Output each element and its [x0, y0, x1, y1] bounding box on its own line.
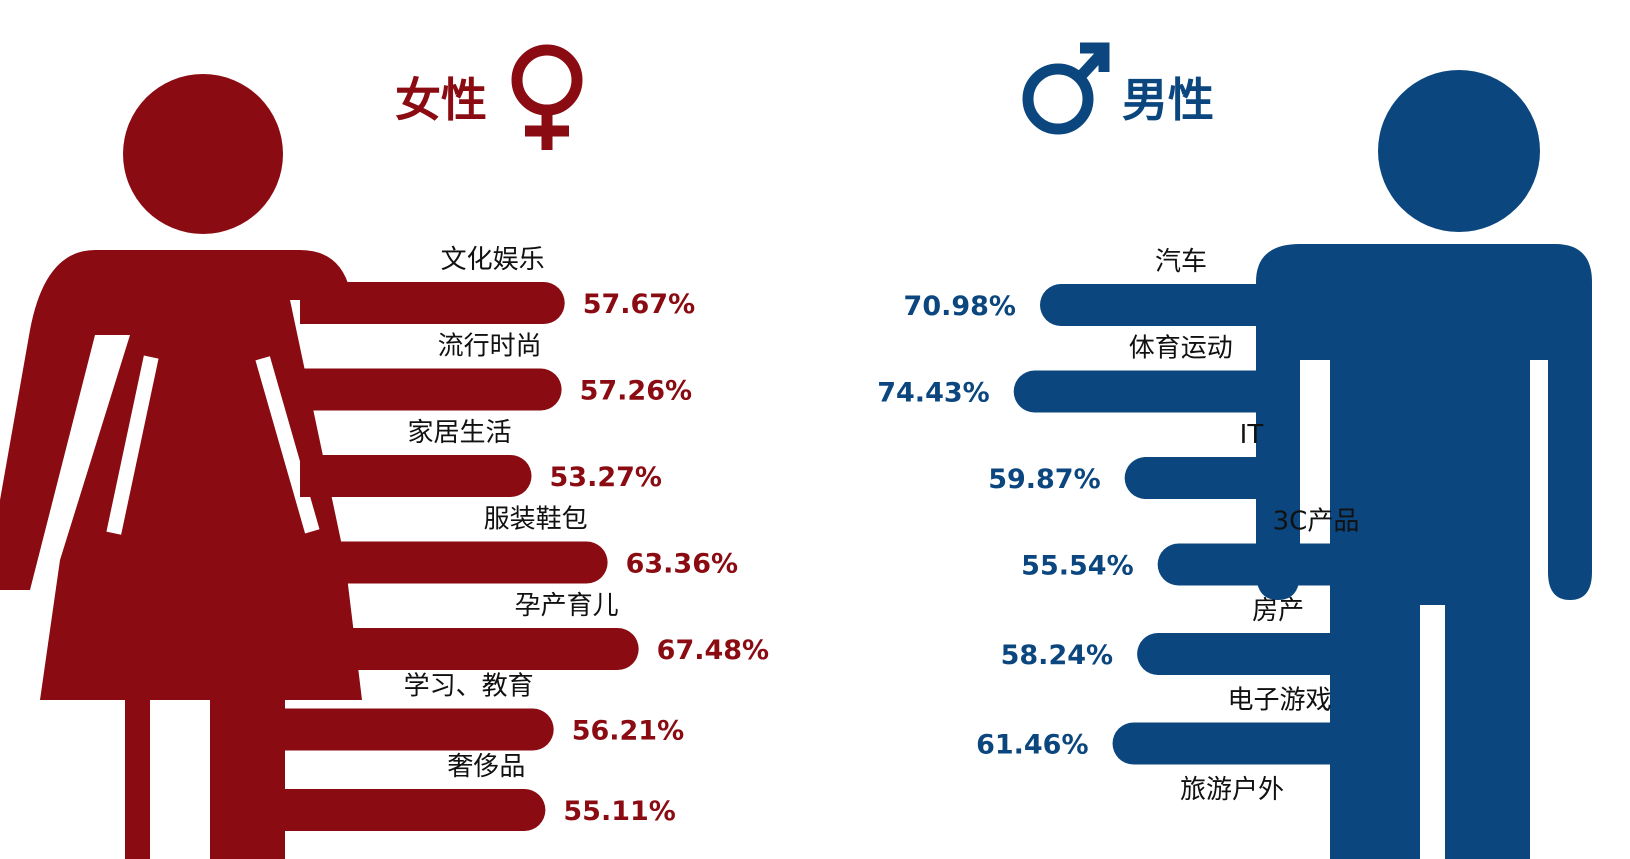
female-bar: [285, 628, 639, 670]
female-category-label: 奢侈品: [447, 752, 525, 782]
female-bar: [300, 455, 532, 497]
female-bar: [285, 789, 546, 831]
female-value-label: 56.21%: [572, 716, 684, 747]
male-figure: [1256, 70, 1592, 859]
female-category-label: 服装鞋包: [484, 505, 588, 535]
male-head: [1378, 70, 1540, 232]
female-value-label: 67.48%: [657, 635, 769, 666]
female-category-label: 学习、教育: [404, 672, 534, 702]
female-category-label: 文化娱乐: [441, 245, 545, 275]
male-title: 男性: [1122, 73, 1214, 127]
male-category-label: IT: [1240, 420, 1264, 450]
female-category-label: 流行时尚: [438, 332, 542, 362]
male-bar: [1124, 457, 1300, 499]
male-category-label: 汽车: [1155, 247, 1207, 277]
female-value-label: 55.11%: [563, 796, 675, 827]
female-bar: [300, 282, 565, 324]
female-bar: [285, 708, 554, 751]
male-category-label: 旅游户外: [1180, 775, 1284, 805]
male-value-label: 59.87%: [988, 464, 1100, 495]
male-symbol-icon: [1022, 42, 1110, 135]
male-value-label: 58.24%: [1001, 640, 1113, 671]
female-head: [123, 74, 283, 234]
female-symbol-icon: [511, 44, 583, 150]
female-bar: [300, 368, 562, 411]
male-bar: [1137, 633, 1360, 675]
female-value-label: 53.27%: [550, 462, 662, 493]
male-value-label: 61.46%: [976, 730, 1088, 761]
male-bar: [1013, 370, 1300, 413]
female-value-label: 63.36%: [626, 549, 738, 580]
female-bar: [285, 541, 608, 584]
female-value-label: 57.67%: [583, 289, 695, 320]
male-value-label: 74.43%: [877, 378, 989, 409]
female-value-label: 57.26%: [580, 376, 692, 407]
male-value-label: 55.54%: [1021, 551, 1133, 582]
female-title: 女性: [395, 73, 487, 127]
male-category-label: 房产: [1252, 596, 1304, 626]
female-category-label: 家居生活: [408, 418, 512, 448]
male-bar: [1157, 543, 1330, 586]
male-heading: 男性: [1022, 42, 1214, 135]
male-category-label: 体育运动: [1129, 334, 1233, 364]
female-bars: 文化娱乐 57.67% 流行时尚 57.26% 家居生活 53.27% 服装鞋包 63.36%…: [285, 245, 769, 831]
female-arm-gap-left: [106, 355, 159, 535]
male-bar: [1040, 284, 1300, 326]
male-category-label: 3C产品: [1273, 507, 1360, 537]
male-category-label: 电子游戏: [1228, 686, 1332, 716]
male-bars: 70.98% 汽车 74.43% 体育运动 59.87% IT 55.54% 3C产品 58.2…: [877, 247, 1360, 805]
female-heading: 女性: [395, 44, 583, 150]
female-category-label: 孕产育儿: [515, 591, 619, 621]
male-value-label: 70.98%: [904, 291, 1016, 322]
male-bar: [1112, 722, 1360, 765]
male-body: [1256, 244, 1592, 859]
